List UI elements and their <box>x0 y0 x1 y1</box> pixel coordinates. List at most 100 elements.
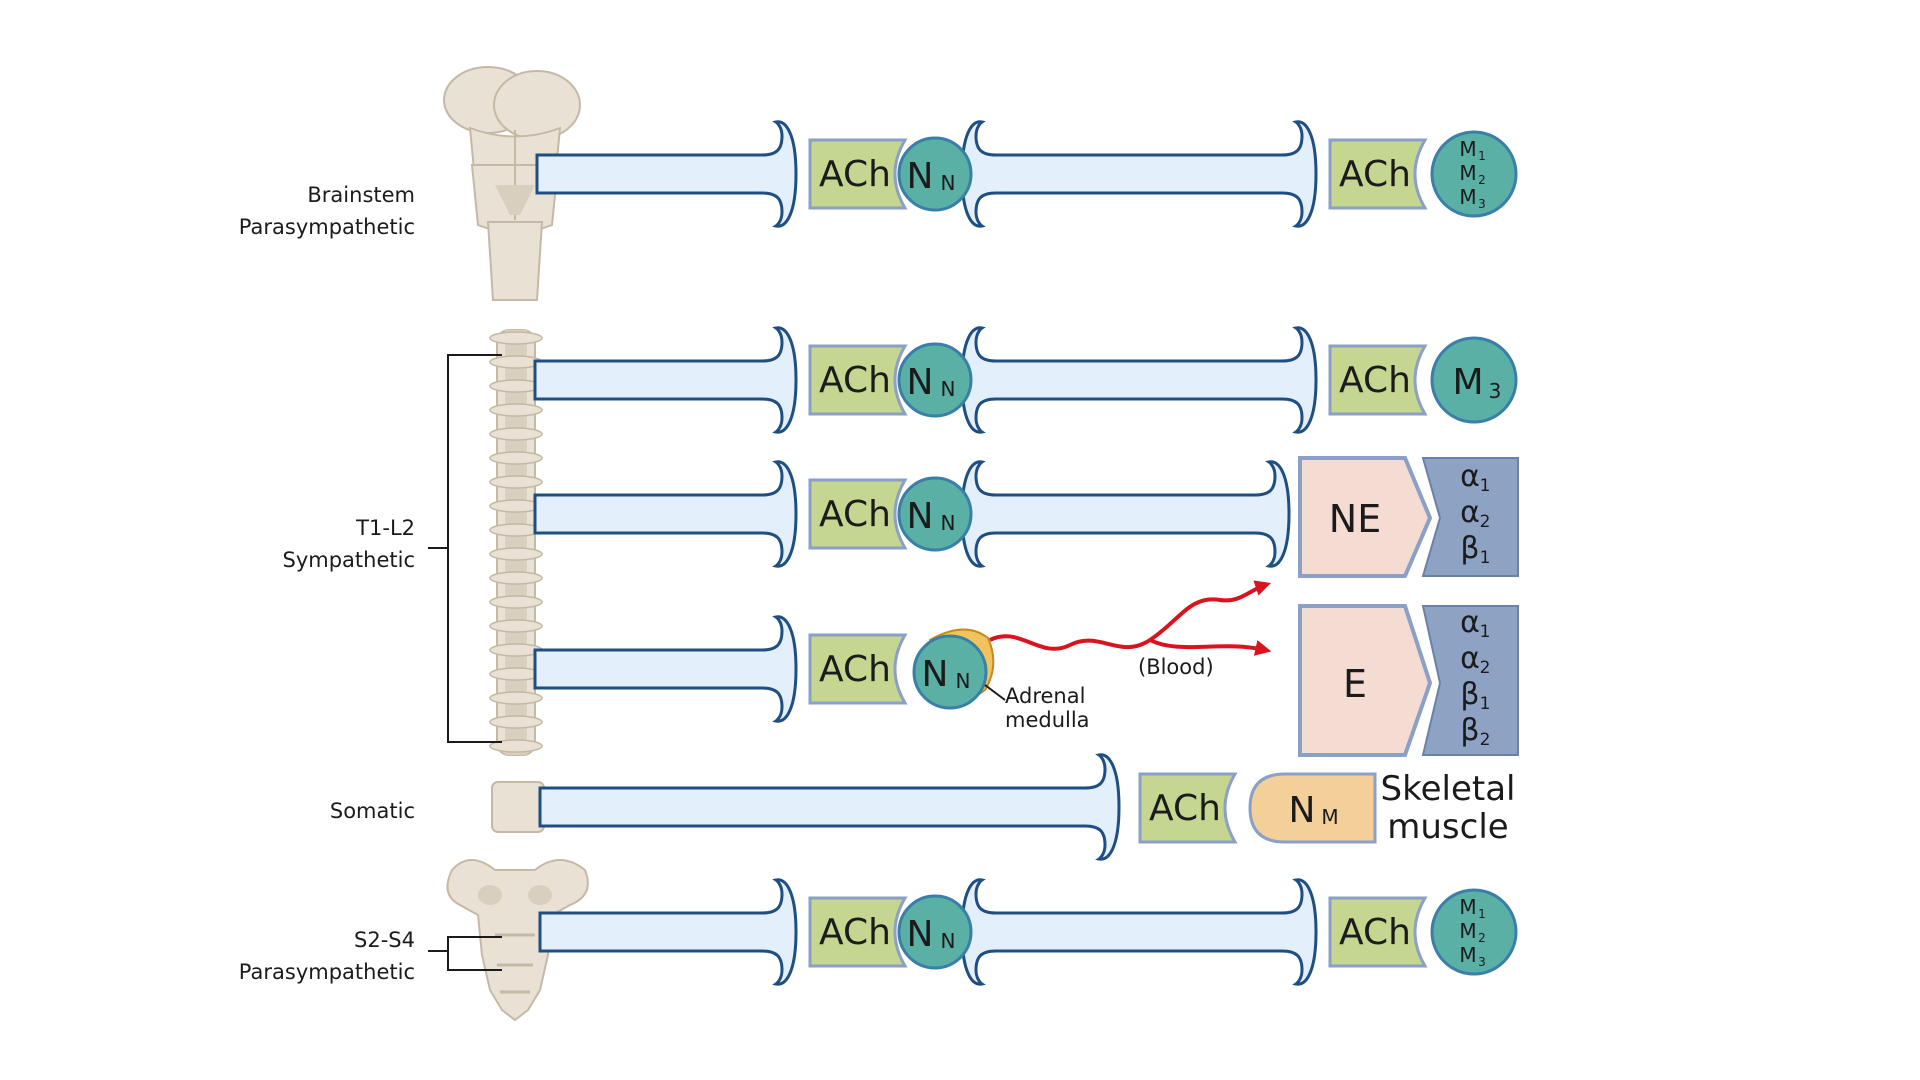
blood-label: (Blood) <box>1138 655 1214 679</box>
nn-sub: N <box>956 669 971 693</box>
postganglionic-axon <box>960 120 1318 228</box>
vertebra <box>489 739 543 753</box>
vertebra <box>489 475 543 489</box>
spinal-cord-illustration <box>489 329 543 756</box>
m3-main: M <box>1459 943 1476 967</box>
nn-sub: N <box>941 511 956 535</box>
alpha2-sub: 2 <box>1480 512 1491 532</box>
m3-main: M <box>1459 185 1476 209</box>
nn-sub: N <box>941 377 956 401</box>
alpha1-main: α <box>1460 459 1480 494</box>
m2-main: M <box>1459 919 1476 943</box>
e-label: E <box>1343 662 1367 706</box>
ach-vesicle-box-target <box>1328 344 1428 416</box>
ach-label-target: ACh <box>1339 912 1411 953</box>
nicotinic-nn-receptor <box>897 894 973 970</box>
row-brainstem-parasympathetic: ACh N N ACh M 1 M 2 M 3 <box>535 120 1518 228</box>
muscarinic-m3-receptor <box>1430 336 1518 424</box>
vertebra <box>489 571 543 585</box>
nm-sub: M <box>1321 805 1338 829</box>
preganglionic-axon <box>533 326 798 434</box>
ach-vesicle-box <box>808 633 908 705</box>
somatic-motor-axon <box>538 753 1121 861</box>
t1l2-bracket <box>428 354 502 743</box>
preganglionic-axon <box>535 120 798 228</box>
e-alpha1-main: α <box>1460 605 1480 640</box>
muscarinic-m1-m2-m3-receptor <box>1430 888 1518 976</box>
postganglionic-axon <box>960 878 1318 986</box>
ach-vesicle-box-target <box>1328 896 1428 968</box>
preganglionic-axon <box>533 460 798 568</box>
ne-label: NE <box>1329 497 1381 541</box>
row-sacral-parasympathetic: ACh N N ACh M 1 M 2 M 3 <box>538 878 1518 986</box>
e-beta1-main: β <box>1460 677 1479 712</box>
nn-main: N <box>907 156 934 197</box>
adrenergic-receptor-alpha1-alpha2-beta1 <box>1421 457 1519 577</box>
ach-label: ACh <box>819 494 891 535</box>
label-somatic: Somatic <box>330 799 415 823</box>
adrenergic-receptor-alpha-beta <box>1421 605 1519 756</box>
m2-sub: 2 <box>1478 173 1486 187</box>
vertebra <box>489 691 543 705</box>
e-alpha2-sub: 2 <box>1480 658 1491 678</box>
muscarinic-m1-m2-m3-receptor <box>1430 130 1518 218</box>
ach-label: ACh <box>819 649 891 690</box>
label-brainstem: Brainstem <box>307 183 415 207</box>
alpha1-sub: 1 <box>1480 476 1491 496</box>
nn-main: N <box>907 496 934 537</box>
adrenal-label: Adrenal <box>1005 684 1085 708</box>
s2s4-bracket <box>428 936 502 971</box>
skeletal-label: Skeletal <box>1381 769 1516 809</box>
vertebra <box>489 619 543 633</box>
m2-main: M <box>1459 161 1476 185</box>
m3-sub: 3 <box>1489 379 1502 403</box>
nicotinic-nn-receptor <box>897 342 973 418</box>
m1-main: M <box>1459 137 1476 161</box>
e-beta2-main: β <box>1460 713 1479 748</box>
ach-vesicle-box <box>808 478 908 550</box>
e-alpha1-sub: 1 <box>1480 622 1491 642</box>
ach-label: ACh <box>819 154 891 195</box>
e-beta1-sub: 1 <box>1480 694 1491 714</box>
m2-sub: 2 <box>1478 931 1486 945</box>
vertebra <box>489 547 543 561</box>
nm-main: N <box>1289 790 1316 831</box>
beta1-sub: 1 <box>1480 548 1491 568</box>
vertebra <box>489 331 543 345</box>
brainstem-illustration <box>443 66 581 301</box>
somatic-origin <box>491 781 545 833</box>
ach-vesicle-box <box>1138 772 1238 844</box>
postganglionic-axon <box>960 326 1318 434</box>
ach-vesicle-box <box>808 896 908 968</box>
m1-sub: 1 <box>1478 907 1486 921</box>
vertebra <box>489 595 543 609</box>
m3-sub: 3 <box>1478 955 1486 969</box>
ach-vesicle-box-target <box>1328 138 1428 210</box>
nicotinic-nn-receptor <box>897 136 973 212</box>
nicotinic-nn-receptor <box>912 634 988 710</box>
ach-label: ACh <box>819 912 891 953</box>
label-t1l2-sympathetic: Sympathetic <box>283 548 416 572</box>
ach-label: ACh <box>1149 788 1221 829</box>
preganglionic-axon <box>538 878 798 986</box>
blood-arrow-to-ne <box>989 580 1272 651</box>
alpha2-main: α <box>1460 495 1480 530</box>
muscle-label: muscle <box>1387 807 1508 847</box>
m3-sub: 3 <box>1478 197 1486 211</box>
row-adrenal-medulla: ACh N N Adrenal medulla (Blood) E α 1 α … <box>533 580 1519 757</box>
ach-label-target: ACh <box>1339 154 1411 195</box>
e-beta2-sub: 2 <box>1480 730 1491 750</box>
ach-label-target: ACh <box>1339 360 1411 401</box>
ach-vesicle-box <box>808 344 908 416</box>
e-alpha2-main: α <box>1460 641 1480 676</box>
m1-main: M <box>1459 895 1476 919</box>
ne-target-cell <box>1298 456 1433 578</box>
medulla-label: medulla <box>1005 708 1090 732</box>
e-target-cell <box>1298 604 1433 757</box>
postganglionic-axon <box>960 460 1291 568</box>
sacrum-illustration <box>446 859 589 1022</box>
nn-sub: N <box>941 929 956 953</box>
row-sympathetic-adrenergic: ACh N N NE α 1 α 2 β 1 <box>533 456 1519 578</box>
label-s2s4-parasympathetic: Parasympathetic <box>239 960 415 984</box>
